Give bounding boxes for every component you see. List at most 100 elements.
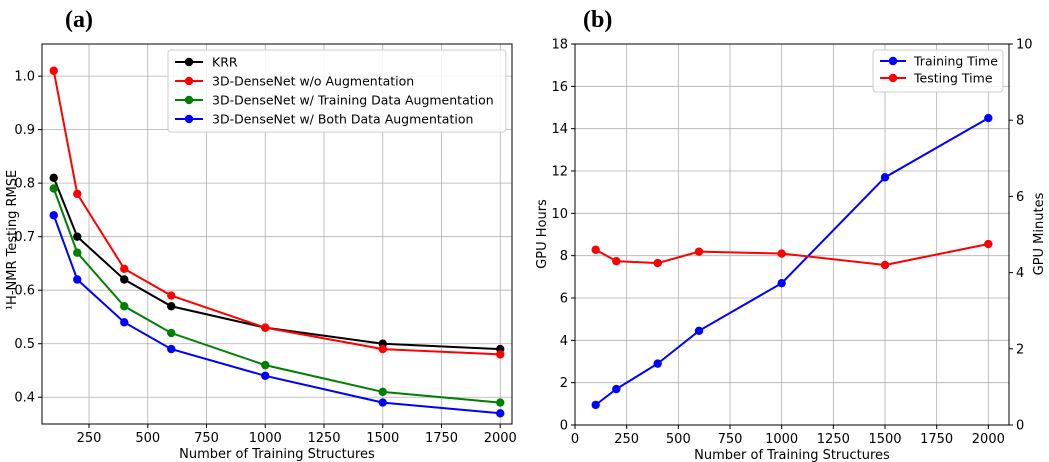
chart-a-legend-marker bbox=[184, 114, 194, 124]
chart-b-legend: Training Time Testing Time bbox=[872, 49, 1004, 93]
chart-b-point bbox=[984, 239, 993, 249]
chart-a-point bbox=[378, 344, 387, 354]
panel-a-label: (a) bbox=[65, 7, 93, 33]
chart-a-point bbox=[261, 323, 270, 332]
chart-a-ytick-label: 0.7 bbox=[14, 230, 35, 245]
chart-a-xtick-label: 1500 bbox=[366, 431, 399, 446]
chart-a-ticks: 250 500 750 1000 1250 1500 1750 2000 0.4 0.5 0.6 0.… bbox=[14, 70, 516, 446]
chart-a-point bbox=[49, 184, 58, 193]
chart-b-ytick-right-label: 4 bbox=[1016, 266, 1024, 281]
chart-b-point bbox=[880, 260, 890, 270]
chart-a-xtick-label: 250 bbox=[77, 431, 102, 446]
chart-b-point bbox=[612, 256, 621, 266]
chart-b-xtick-label: 250 bbox=[614, 432, 639, 447]
chart-a-point bbox=[167, 344, 176, 354]
chart-b-grid bbox=[574, 43, 1009, 426]
chart-a-point bbox=[73, 189, 82, 199]
chart-a-xtick-label: 2000 bbox=[484, 431, 517, 446]
chart-a-ytick-label: 1.0 bbox=[14, 70, 35, 85]
chart-a-point bbox=[73, 232, 82, 241]
chart-a-ylabel: ¹H-NMR Testing RMSE bbox=[5, 170, 20, 310]
chart-a-ytick-label: 0.9 bbox=[14, 123, 35, 138]
chart-b-ytick-left-label: 6 bbox=[560, 292, 568, 307]
chart-a-legend-label: 3D-DenseNet w/ Training Data Augmentatio… bbox=[212, 93, 494, 108]
chart-a-point bbox=[496, 350, 505, 359]
chart-b-ytick-right-label: 10 bbox=[1016, 38, 1033, 53]
chart-a-xtick-label: 750 bbox=[194, 431, 219, 446]
chart-a-legend-marker bbox=[184, 57, 194, 67]
chart-b-ytick-right-label: 2 bbox=[1016, 342, 1024, 357]
chart-b-legend-marker bbox=[888, 56, 898, 66]
chart-b-legend-label: Testing Time bbox=[913, 71, 993, 86]
chart-a-point bbox=[167, 302, 176, 311]
chart-a-legend-marker bbox=[184, 76, 194, 86]
chart-b-point bbox=[591, 245, 600, 254]
chart-a-frame bbox=[41, 43, 513, 425]
chart-b-ytick-left-label: 18 bbox=[551, 38, 568, 53]
chart-a-ytick-label: 0.6 bbox=[14, 284, 35, 299]
chart-a-point bbox=[261, 371, 270, 381]
chart-b-xtick-label: 2000 bbox=[972, 432, 1005, 447]
chart-b-xtick-label: 1500 bbox=[868, 432, 901, 447]
chart-b-ylabel-left: GPU Hours bbox=[535, 199, 550, 269]
chart-a-point bbox=[261, 360, 270, 370]
chart-b-ylabel-right: GPU Minutes bbox=[1032, 192, 1047, 275]
chart-a-point bbox=[167, 291, 176, 300]
chart-a-xlabel: Number of Training Structures bbox=[179, 447, 375, 462]
chart-a-point bbox=[73, 275, 82, 284]
chart-a-legend-label: 3D-DenseNet w/o Augmentation bbox=[212, 74, 414, 89]
chart-b: (b) 0 250 500 750 1000 1250 1500 1750 2000 0 2 4 6 8 1… bbox=[535, 7, 1047, 462]
chart-b-ticks: 0 250 500 750 1000 1250 1500 1750 2000 0 2 4 6 8 10 12 1… bbox=[551, 38, 1032, 448]
chart-b-point bbox=[694, 247, 704, 256]
chart-a-series-line bbox=[52, 214, 501, 415]
chart-a-point bbox=[120, 302, 129, 311]
chart-b-xtick-label: 0 bbox=[571, 432, 579, 447]
chart-a-point bbox=[49, 173, 58, 183]
chart-a-xtick-label: 1000 bbox=[249, 431, 282, 446]
chart-b-point bbox=[880, 173, 890, 182]
chart-b-xtick-label: 1000 bbox=[765, 432, 798, 447]
chart-b-ytick-left-label: 14 bbox=[551, 122, 568, 137]
chart-b-xlabel: Number of Training Structures bbox=[694, 448, 890, 462]
chart-b-ytick-left-label: 16 bbox=[551, 80, 568, 95]
chart-a-series-line bbox=[52, 188, 501, 404]
chart-a-point bbox=[496, 409, 505, 418]
chart-b-legend-label: Training Time bbox=[913, 54, 998, 69]
chart-b-point bbox=[694, 326, 704, 336]
chart-b-xtick-label: 750 bbox=[718, 432, 743, 447]
chart-b-xtick-label: 500 bbox=[666, 432, 691, 447]
chart-a: (a) 250 500 750 1000 1250 1500 1750 2000 0.4 0.5 0… bbox=[5, 7, 517, 462]
chart-b-ytick-left-label: 2 bbox=[560, 376, 568, 391]
chart-a-xtick-label: 1250 bbox=[307, 431, 340, 446]
chart-b-point bbox=[984, 113, 993, 123]
chart-a-point bbox=[120, 275, 129, 284]
chart-b-ytick-left-label: 8 bbox=[560, 249, 568, 264]
chart-b-ytick-left-label: 10 bbox=[551, 207, 568, 222]
chart-b-legend-marker bbox=[888, 73, 898, 83]
chart-a-point bbox=[49, 66, 58, 75]
chart-a-point bbox=[49, 211, 58, 220]
chart-b-point bbox=[777, 249, 786, 258]
chart-a-legend-box bbox=[167, 49, 507, 133]
chart-a-legend-label: 3D-DenseNet w/ Both Data Augmentation bbox=[212, 112, 473, 127]
chart-a-point bbox=[120, 264, 129, 273]
chart-a-point bbox=[73, 248, 82, 257]
chart-a-xtick-label: 1750 bbox=[425, 431, 458, 446]
chart-b-point bbox=[612, 384, 621, 394]
chart-a-legend-label: KRR bbox=[212, 55, 238, 70]
chart-a-legend-marker bbox=[184, 95, 194, 105]
chart-b-ytick-right-label: 0 bbox=[1016, 419, 1024, 434]
chart-b-ytick-left-label: 12 bbox=[551, 165, 568, 180]
chart-a-point bbox=[496, 398, 505, 407]
chart-b-ytick-left-label: 4 bbox=[560, 334, 568, 349]
chart-b-ytick-right-label: 6 bbox=[1016, 190, 1024, 205]
chart-b-point bbox=[591, 400, 600, 410]
chart-b-point bbox=[653, 258, 662, 268]
chart-a-point bbox=[167, 328, 176, 338]
chart-a-ytick-label: 0.8 bbox=[14, 177, 35, 192]
chart-a-xtick-label: 500 bbox=[135, 431, 160, 446]
chart-a-point bbox=[378, 398, 387, 407]
chart-b-xtick-label: 1250 bbox=[817, 432, 850, 447]
chart-a-point bbox=[378, 387, 387, 397]
